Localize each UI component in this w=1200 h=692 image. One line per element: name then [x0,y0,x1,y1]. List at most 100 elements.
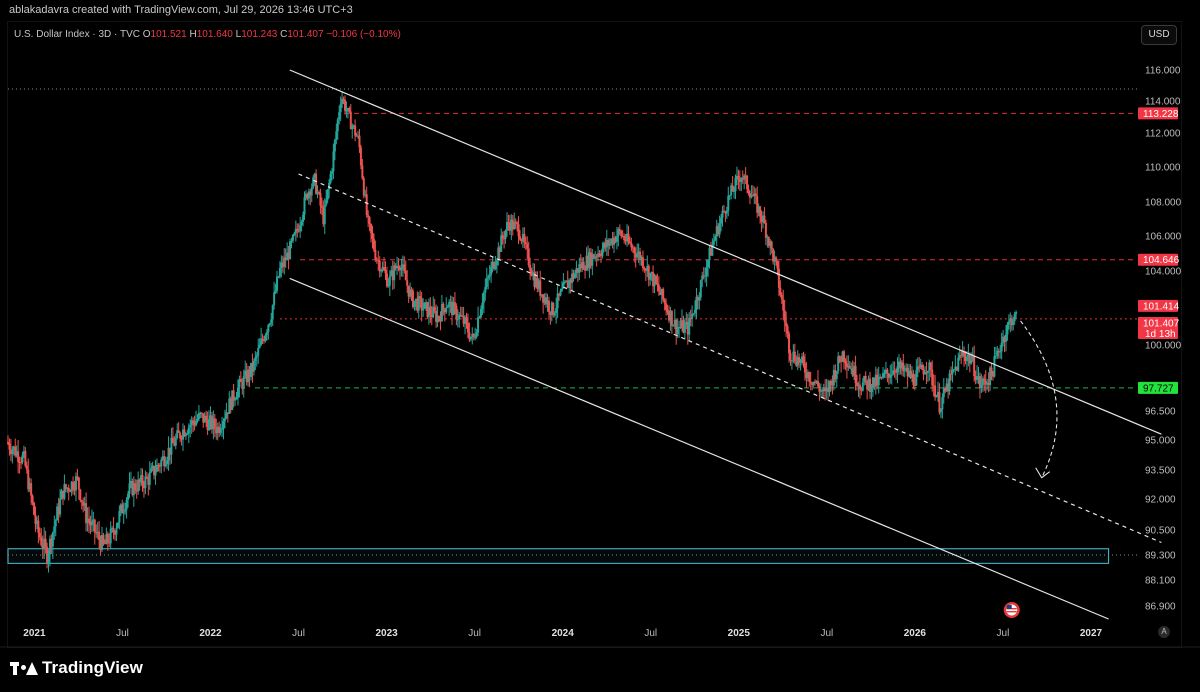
candle-body [171,437,174,444]
candle-body [546,300,549,305]
candle-body [676,327,679,335]
candle-body [14,446,17,456]
close-label: C [280,29,288,40]
candle-body [974,376,977,380]
candle-body [208,419,211,431]
candle-body [824,388,827,392]
channel-line-0[interactable] [289,69,1162,435]
candle-body [245,370,248,383]
candle-body [542,294,545,303]
candle-body [908,370,911,377]
candle-body [316,192,319,194]
candle-body [630,243,633,248]
candle-body [478,317,481,319]
candle-body [660,288,663,295]
candle-body [372,238,375,250]
currency-button[interactable]: USD [1141,25,1177,45]
price-label-box [1138,316,1178,339]
candle-body [679,327,682,329]
close-value: 101.407 [287,29,324,40]
candle-body [54,520,57,527]
price-label: 101.407 [1143,318,1180,329]
candle-body [445,307,448,313]
x-tick-label: 2024 [552,628,575,639]
tradingview-logo[interactable]: TradingView [10,657,143,679]
projection-arrow[interactable] [1020,320,1058,478]
candle-body [941,397,944,410]
candle-body [102,534,105,544]
candle-body [991,372,994,377]
candle-body [306,193,309,199]
channel-line-1[interactable] [298,173,1162,544]
candle-body [404,270,407,281]
candle-body [750,195,753,198]
candle-body [111,528,114,530]
x-tick-label: Jul [116,628,129,639]
candle-body [613,237,616,245]
candle-body [95,532,98,534]
candle-body [222,421,225,429]
candle-body [182,429,185,440]
candle-body [416,298,419,311]
candle-body [410,289,413,291]
candle-body [793,351,796,362]
candle-body [896,366,899,373]
candle-body [585,255,588,270]
candle-body [882,373,885,378]
candle-body [212,418,215,430]
candle-body [610,238,613,243]
candle-body [260,338,263,345]
candle-body [210,415,213,430]
candle-body [138,479,141,483]
candle-body [195,420,198,426]
auto-scale-button[interactable]: A [1158,626,1170,638]
chart-pane[interactable] [7,21,1182,648]
candle-body [215,427,218,434]
candle-body [15,451,18,456]
candle-body [203,415,206,423]
candle-body [827,387,830,392]
candle-body [299,225,302,232]
candle-body [357,135,360,137]
candle-body [938,392,941,413]
candle-body [249,362,252,377]
y-tick-label: 89.300 [1145,551,1176,562]
candle-body [456,319,459,321]
candle-body [715,226,718,237]
candle-body [869,378,872,392]
candle-body [375,259,378,261]
candle-body [568,279,571,288]
candle-body [840,361,843,363]
candle-body [27,469,30,490]
candle-body [34,514,37,524]
candle-body [870,388,873,392]
candle-body [17,451,20,462]
candle-body [573,273,576,279]
candle-body [391,270,394,281]
candle-body [704,275,707,277]
y-tick-label: 106.000 [1145,232,1182,243]
x-tick-label: 2022 [199,628,222,639]
candle-body [9,449,12,455]
candle-body [477,317,480,333]
candle-body [398,267,401,271]
candle-body [978,375,981,389]
x-tick-label: Jul [292,628,305,639]
candle-body [284,257,287,261]
candle-body [931,369,934,386]
candle-body [759,206,762,217]
candle-body [497,247,500,261]
candle-body [12,446,15,450]
candle-body [48,538,51,555]
candle-body [737,175,740,180]
candle-body [628,241,631,244]
candle-body [388,275,391,286]
candle-body [743,175,746,180]
channel-line-2[interactable] [289,277,1109,620]
candle-body [121,504,124,514]
candle-body [608,242,611,246]
candle-body [866,380,869,390]
x-tick-label: 2027 [1080,628,1103,639]
candle-body [183,429,186,437]
